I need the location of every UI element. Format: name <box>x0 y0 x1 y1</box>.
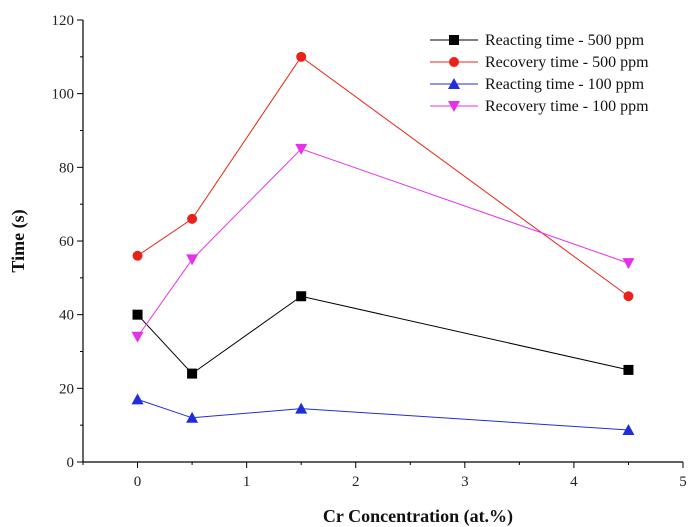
data-point <box>132 250 143 261</box>
data-point <box>296 291 307 302</box>
data-point <box>131 331 144 343</box>
data-point <box>295 402 308 414</box>
legend-label: Reacting time - 500 ppm <box>485 32 645 49</box>
data-point <box>186 411 199 423</box>
data-point <box>132 309 143 320</box>
legend-label: Reacting time - 100 ppm <box>485 76 645 93</box>
x-tick-label: 1 <box>243 474 251 490</box>
data-point <box>623 364 634 375</box>
data-point <box>131 393 144 405</box>
series-2 <box>132 51 634 302</box>
series-line <box>137 148 629 338</box>
series-4 <box>131 143 635 343</box>
legend-item-4: Recovery time - 100 ppm <box>430 98 649 115</box>
data-point <box>295 143 308 155</box>
x-tick-label: 3 <box>461 474 469 490</box>
data-point <box>622 258 635 270</box>
y-tick-label: 120 <box>52 13 75 29</box>
x-tick-label: 0 <box>134 474 142 490</box>
x-tick-label: 2 <box>352 474 360 490</box>
y-axis-title: Time (s) <box>8 209 29 272</box>
y-tick-label: 60 <box>59 234 74 250</box>
data-point <box>186 254 199 266</box>
legend-item-2: Recovery time - 500 ppm <box>430 54 649 71</box>
legend-item-3: Reacting time - 100 ppm <box>430 76 645 93</box>
axes: 0 20 40 60 80 100 120 0 1 2 3 4 5 <box>52 13 687 490</box>
data-point <box>187 368 198 379</box>
y-tick-label: 20 <box>59 381 74 397</box>
x-tick-label: 4 <box>570 474 578 490</box>
legend-label: Recovery time - 100 ppm <box>485 98 649 115</box>
y-tick-label: 0 <box>67 455 75 471</box>
data-point <box>296 51 307 62</box>
series-line <box>137 295 629 375</box>
x-tick-label: 5 <box>679 474 687 490</box>
y-tick-label: 40 <box>59 308 74 324</box>
x-axis-title: Cr Concentration (at.%) <box>323 506 513 527</box>
series-line <box>137 398 629 431</box>
legend-marker <box>449 57 459 67</box>
legend-label: Recovery time - 500 ppm <box>485 54 649 71</box>
y-tick-label: 100 <box>52 87 75 103</box>
legend-item-1: Reacting time - 500 ppm <box>430 32 645 49</box>
legend-marker <box>449 35 459 45</box>
data-point <box>622 423 635 435</box>
series-3 <box>131 393 635 435</box>
legend-marker <box>448 78 460 89</box>
legend-marker <box>448 101 460 112</box>
data-point <box>187 213 198 224</box>
series-layer <box>131 51 635 435</box>
series-1 <box>132 291 634 379</box>
data-point <box>623 291 634 302</box>
legend: Reacting time - 500 ppm Recovery time - 5… <box>430 32 649 115</box>
y-tick-label: 80 <box>59 160 74 176</box>
series-line <box>137 56 629 297</box>
